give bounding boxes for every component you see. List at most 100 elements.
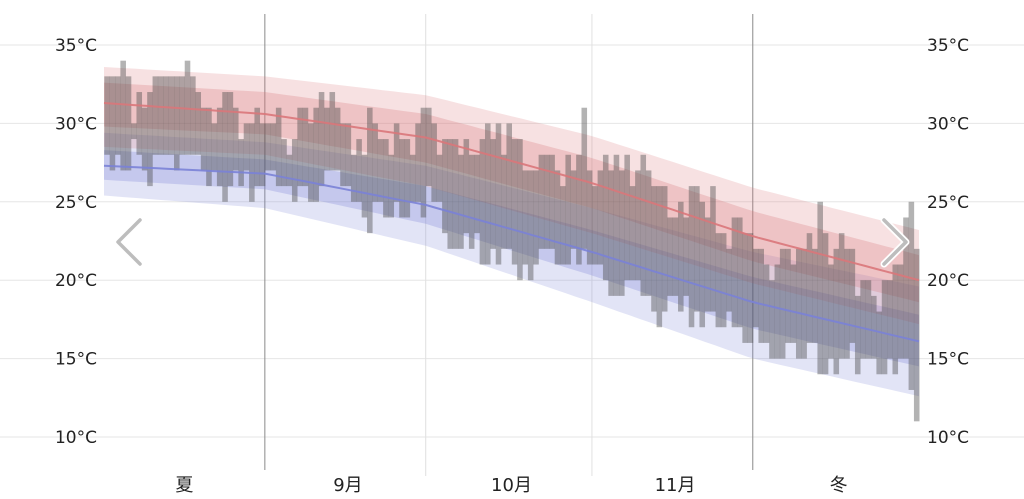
observed-day-bar [157,76,164,155]
observed-day-bar [688,186,695,328]
observed-day-bar [549,154,555,249]
observed-day-bar [838,233,845,359]
observed-day-bar [259,123,266,187]
observed-day-bar [565,154,571,265]
observed-day-bar [286,154,293,187]
observed-day-bar [372,123,378,202]
observed-day-bar [313,107,319,202]
observed-day-bar [125,76,132,171]
observed-day-bar [576,154,582,265]
observed-day-bar [254,107,260,187]
observed-day-bar [318,92,325,187]
observed-day-bar [903,217,909,359]
band-inner-high [104,82,919,303]
observed-day-bar [720,233,727,328]
observed-day-bar [629,186,636,281]
axis-layer: 35°C 35°C 30°C 30°C 25°C 25°C 20°C 20°C 15°C 15°C… [55,36,969,448]
observed-day-bar [892,264,899,375]
observed-day-bar [200,107,207,171]
observed-day-bar [806,233,813,343]
observed-day-bar [511,139,518,265]
y-tick-label-right: 10°C [927,428,969,448]
observed-day-bar [120,60,126,171]
observed-day-bar [163,76,169,155]
observed-day-bar [710,186,716,312]
observed-day-bar [190,76,196,155]
observed-day-bar [302,107,309,187]
observed-day-bar [543,154,550,249]
observed-day-bar [281,139,287,187]
observed-day-bar [656,186,663,328]
observed-day-bar [608,170,614,296]
observed-day-bar [340,123,346,187]
observed-day-bar [308,123,314,202]
observed-day-bar [779,248,786,359]
observed-day-bar [758,248,764,343]
observed-day-bar [275,107,282,187]
observed-day-bar [522,170,529,265]
observed-day-bar [704,217,711,312]
observed-day-bar [533,170,539,265]
observed-day-bar [753,248,759,328]
observed-day-bar [270,123,277,171]
observed-day-bar [329,92,336,171]
observed-day-bar [785,248,791,343]
month-label: 冬 [830,475,848,496]
y-tick-label-left: 10°C [55,428,97,448]
observed-day-bar [243,123,250,171]
band-outer-low [104,132,919,397]
next-period-button[interactable] [880,216,910,268]
observed-day-bar [136,92,143,155]
observed-day-bar [640,154,647,296]
observed-day-bar [184,60,191,155]
y-tick-label-right: 30°C [927,114,969,134]
prev-period-button[interactable] [114,216,144,268]
y-tick-label-right: 20°C [927,271,969,291]
observed-day-bar [602,154,609,281]
observed-day-bar [463,139,470,234]
observed-day-bar [742,233,748,343]
observed-day-bar [495,123,502,265]
observed-day-bar [871,295,877,359]
observed-day-bar [624,154,630,281]
observed-day-bar [222,92,228,202]
observed-day-bar [249,123,255,202]
observed-day-bar [715,233,722,328]
month-label: 9月 [333,475,362,496]
observed-day-bar [517,139,523,281]
y-tick-label-right: 35°C [927,36,969,56]
y-tick-label-left: 20°C [55,271,97,291]
observed-day-bar [506,123,512,249]
observed-day-bar [415,123,421,202]
band-layer [104,67,919,397]
observed-day-bar [131,123,137,140]
y-tick-label-right: 25°C [927,193,969,213]
observed-day-bar [168,76,175,155]
observed-day-bar [377,139,384,202]
observed-day-bar [812,248,818,343]
observed-day-bar [361,154,368,218]
observed-day-bar [490,139,496,249]
observed-day-bar [645,170,652,296]
observed-day-bar [801,248,807,359]
y-tick-label-right: 15°C [927,350,969,370]
observed-day-bar [683,217,689,296]
observed-day-bar [324,107,330,171]
y-tick-label-left: 35°C [55,36,97,56]
observed-day-bar [404,139,411,218]
observed-day-bar [661,186,668,312]
mean-line-low [103,164,920,343]
observed-day-bar [581,107,588,249]
observed-day-bar [860,280,866,359]
band-outer-high [104,67,919,325]
observed-day-bar [876,311,882,375]
observed-day-bar [854,295,861,375]
observed-day-bar [538,154,545,249]
observed-day-bar [678,201,684,312]
observed-day-bar [737,217,743,328]
observed-day-bar [291,139,298,202]
observed-day-bar [232,107,239,171]
observed-day-bar [152,76,159,155]
